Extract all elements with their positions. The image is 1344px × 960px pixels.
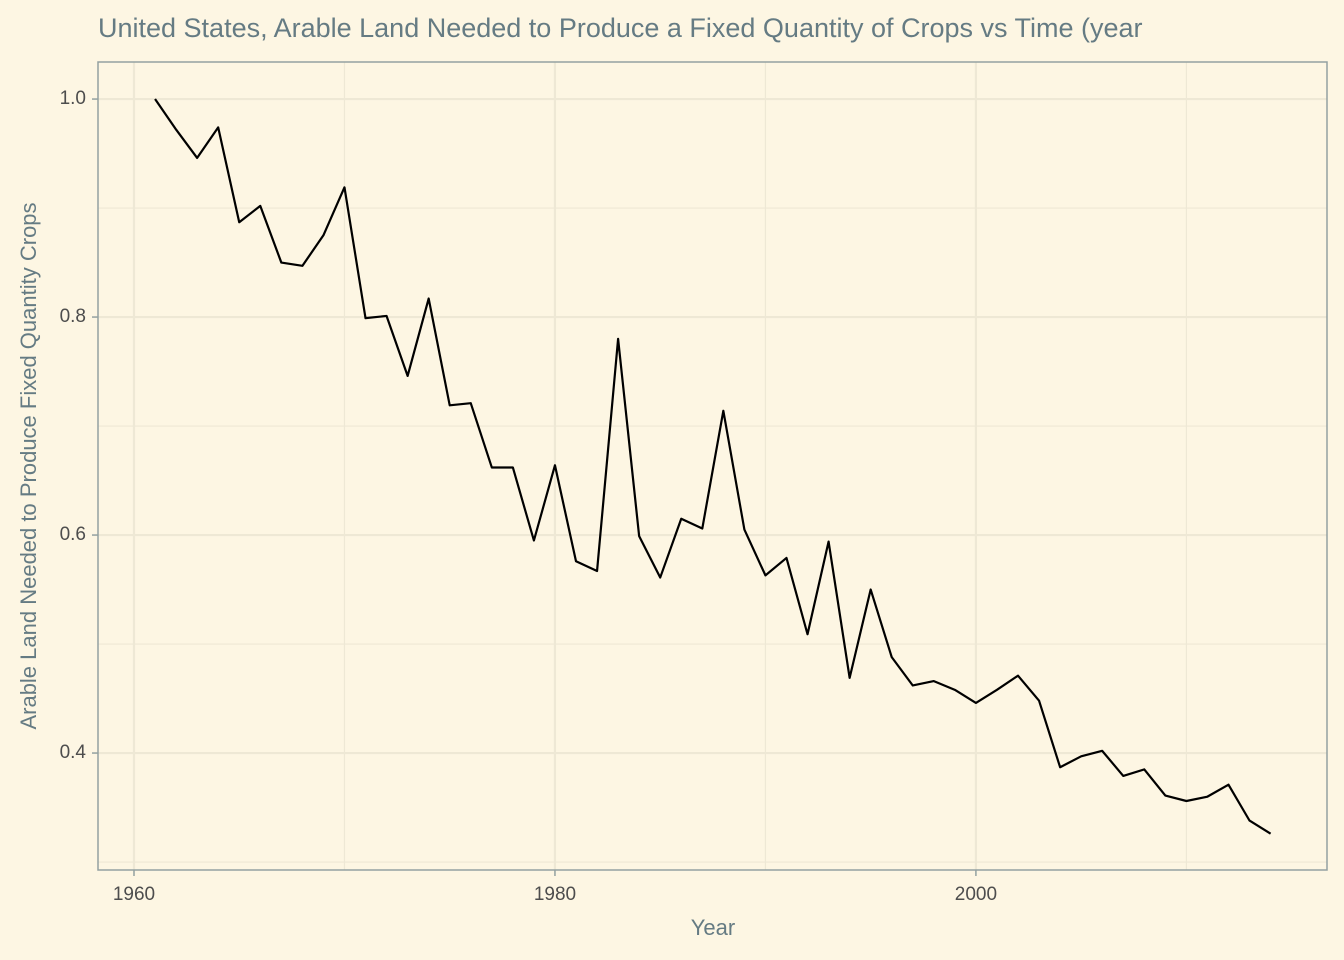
y-tick-label: 0.4 (60, 742, 87, 763)
x-tick-label: 1980 (534, 884, 576, 905)
x-tick-label: 2000 (955, 884, 997, 905)
y-tick-label: 0.8 (60, 306, 86, 327)
y-tick-label: 0.6 (60, 524, 86, 545)
x-tick-label: 1960 (113, 884, 155, 905)
data-line (154, 98, 1272, 835)
chart-title: United States, Arable Land Needed to Pro… (98, 13, 1143, 43)
x-axis-title: Year (691, 915, 735, 940)
grid (98, 62, 1327, 870)
plot (154, 98, 1272, 835)
y-tick-label: 1.0 (60, 88, 86, 109)
y-axis-title: Arable Land Needed to Produce Fixed Quan… (16, 202, 41, 729)
panel-border (97, 61, 1328, 871)
